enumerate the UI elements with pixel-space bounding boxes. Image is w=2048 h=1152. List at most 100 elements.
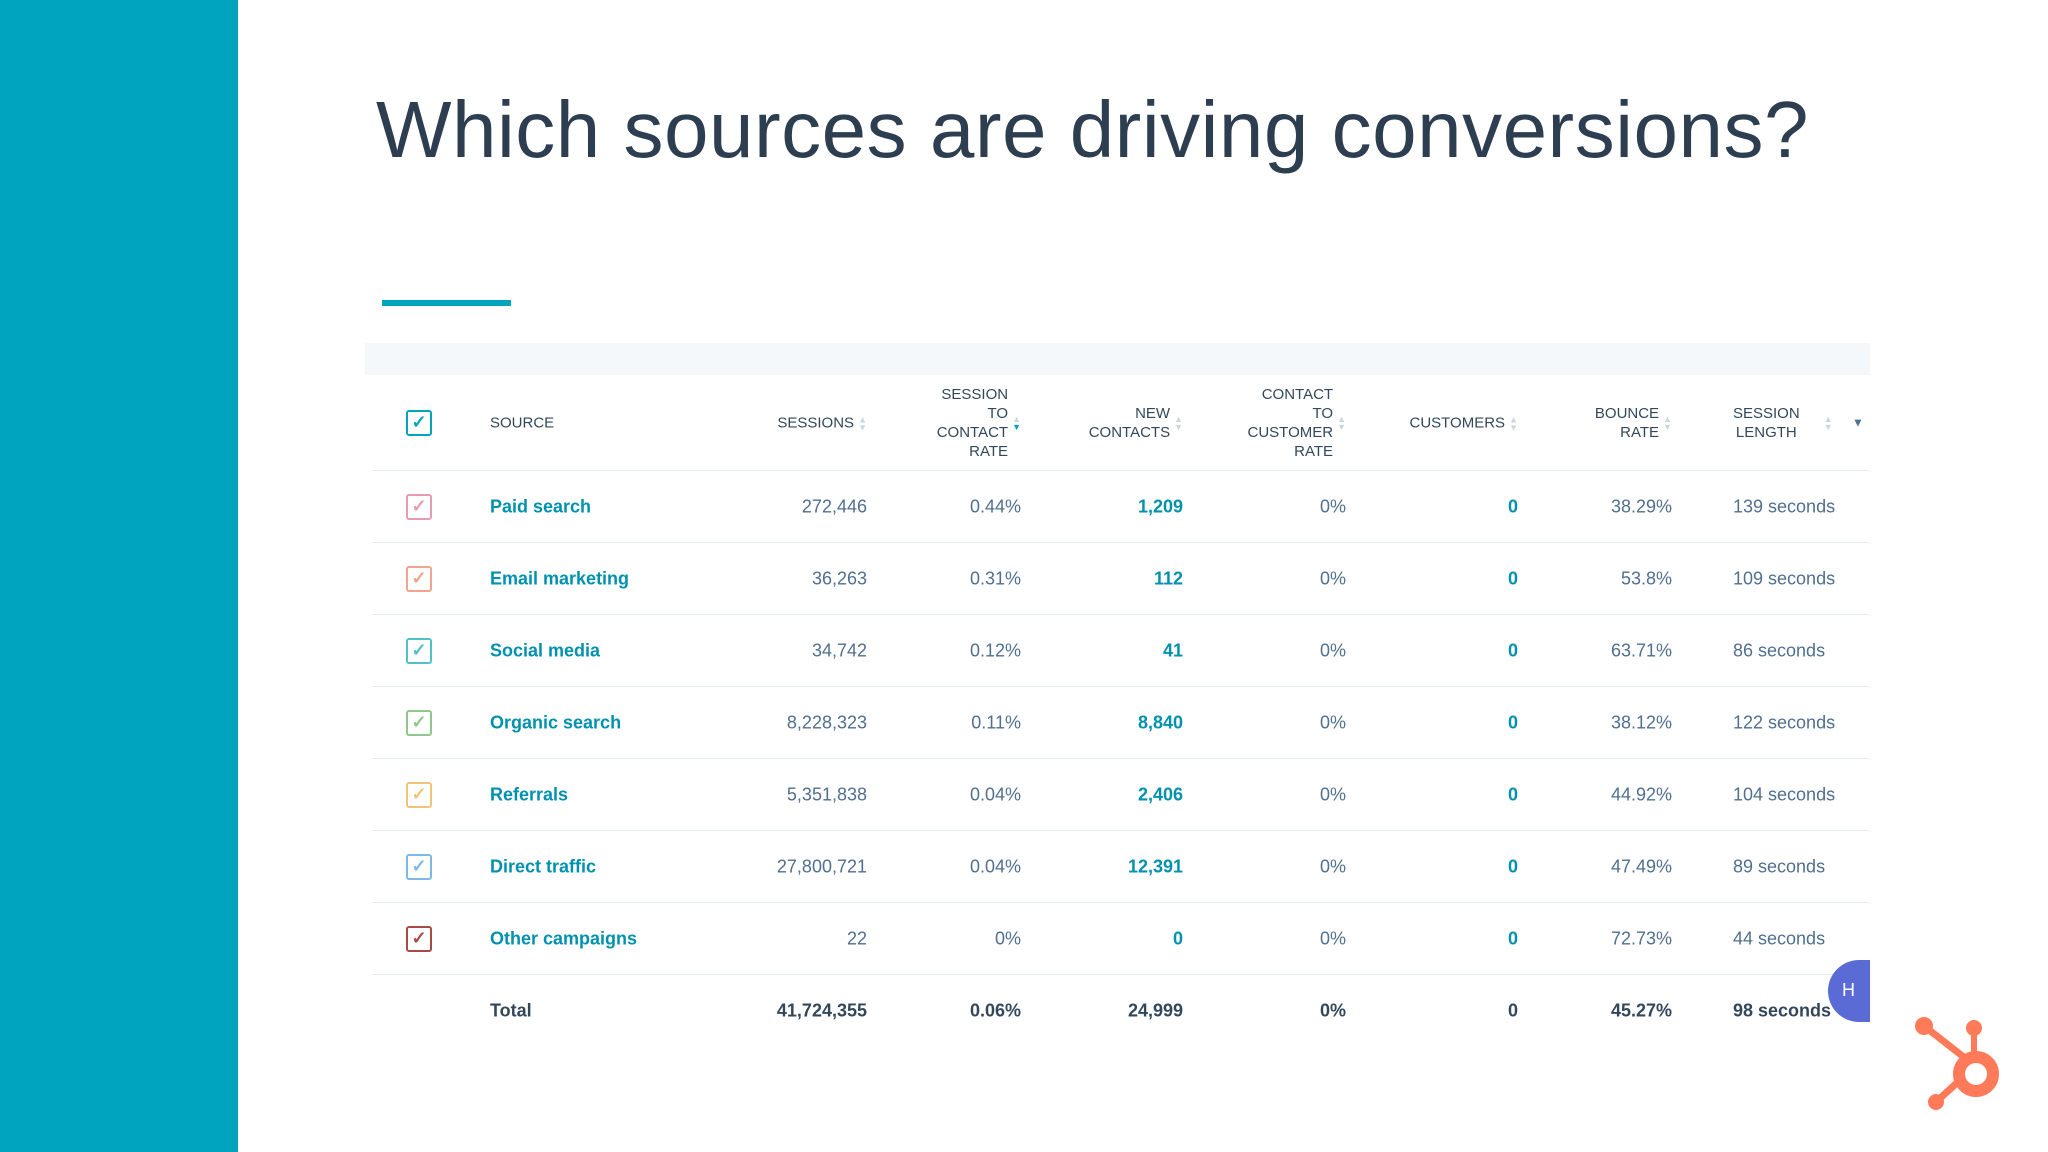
row-checkbox[interactable]: ✓ xyxy=(406,493,432,520)
cell-session-length: 122 seconds xyxy=(1733,712,1836,732)
cell-customers[interactable]: 0 xyxy=(1507,856,1518,876)
cell-new-contacts[interactable]: 12,391 xyxy=(1127,856,1183,876)
select-all-checkbox[interactable]: ✓ xyxy=(406,409,432,436)
cell-new-contacts[interactable]: 8,840 xyxy=(1137,712,1183,732)
cell-ctc: 0% xyxy=(1319,568,1346,588)
header-label-line: LENGTH xyxy=(1735,423,1797,441)
cell-ctc: 0% xyxy=(1319,640,1346,660)
header-session-length[interactable]: SESSION LENGTH ▲ ▼ xyxy=(1733,404,1833,442)
cell-stc: 0.06% xyxy=(969,1000,1021,1021)
table-row: ✓ Direct traffic 27,800,721 0.04% 12,391 0% 0 4… xyxy=(372,831,1870,903)
title-underline xyxy=(382,300,511,306)
header-session-to-contact-rate[interactable]: SESSION TO CONTACT RATE ▲ ▼ xyxy=(937,385,1021,461)
header-label-line: RATE xyxy=(1294,442,1334,460)
cell-ctc: 0% xyxy=(1319,928,1346,948)
cell-session-length: 86 seconds xyxy=(1733,640,1826,660)
table-row: ✓ Email marketing 36,263 0.31% 112 0% 0 53.8% 10… xyxy=(372,543,1870,615)
row-checkbox[interactable]: ✓ xyxy=(406,637,432,664)
cell-customers[interactable]: 0 xyxy=(1507,496,1518,516)
cell-stc: 0% xyxy=(994,928,1021,948)
header-label-line: SESSION xyxy=(1733,404,1800,422)
sort-desc-icon[interactable]: ▲ ▼ xyxy=(1012,413,1021,432)
header-label-line: RATE xyxy=(1620,423,1660,441)
cell-customers[interactable]: 0 xyxy=(1507,640,1518,660)
cell-session-length: 109 seconds xyxy=(1733,568,1836,588)
hubspot-logo xyxy=(1915,1017,1999,1110)
cell-sessions: 27,800,721 xyxy=(776,856,867,876)
cell-stc: 0.31% xyxy=(969,568,1021,588)
cell-stc: 0.12% xyxy=(969,640,1021,660)
cell-new-contacts: 24,999 xyxy=(1127,1000,1183,1021)
cell-stc: 0.04% xyxy=(969,856,1021,876)
cell-bounce: 53.8% xyxy=(1620,568,1672,588)
chat-widget-button[interactable]: H xyxy=(1828,960,1870,1022)
source-link[interactable]: Organic search xyxy=(490,712,622,732)
cell-bounce: 44.92% xyxy=(1610,784,1672,804)
source-link[interactable]: Other campaigns xyxy=(490,928,638,948)
cell-session-length: 139 seconds xyxy=(1733,496,1836,516)
cell-new-contacts[interactable]: 1,209 xyxy=(1137,496,1183,516)
source-link[interactable]: Paid search xyxy=(490,496,592,516)
cell-stc: 0.11% xyxy=(971,712,1021,732)
header-label-line: TO xyxy=(1312,404,1334,422)
cell-new-contacts[interactable]: 2,406 xyxy=(1137,784,1183,804)
sort-icon[interactable]: ▲ ▼ xyxy=(1174,413,1183,432)
sources-table: ✓ SOURCE SESSIONS ▲ ▼ SESSION TO CONTACT RATE… xyxy=(372,375,1870,1047)
table-row: ✓ Other campaigns 22 0% 0 0% 0 72.73% 44 seconds xyxy=(372,903,1870,975)
row-checkbox[interactable]: ✓ xyxy=(406,853,432,880)
cell-customers[interactable]: 0 xyxy=(1507,568,1518,588)
row-checkbox[interactable]: ✓ xyxy=(406,925,432,952)
source-link[interactable]: Referrals xyxy=(490,784,569,804)
header-customers[interactable]: CUSTOMERS ▲ ▼ xyxy=(1409,414,1519,433)
row-checkbox[interactable]: ✓ xyxy=(406,781,432,808)
cell-customers[interactable]: 0 xyxy=(1507,712,1518,732)
table-row: ✓ Organic search 8,228,323 0.11% 8,840 0% 0 38.… xyxy=(372,687,1870,759)
teal-sidebar xyxy=(0,0,238,1152)
cell-sessions: 22 xyxy=(846,928,867,948)
total-label: Total xyxy=(490,1000,532,1021)
table-row: ✓ Referrals 5,351,838 0.04% 2,406 0% 0 44.92% 10… xyxy=(372,759,1870,831)
sort-icon[interactable]: ▲ ▼ xyxy=(1337,413,1346,432)
cell-ctc: 0% xyxy=(1319,1000,1346,1021)
cell-bounce: 72.73% xyxy=(1610,928,1672,948)
header-label-line: SESSION xyxy=(941,385,1009,403)
sort-icon[interactable]: ▲ ▼ xyxy=(1823,413,1833,432)
cell-sessions: 5,351,838 xyxy=(786,784,867,804)
cell-new-contacts[interactable]: 112 xyxy=(1153,568,1183,588)
cell-session-length: 44 seconds xyxy=(1733,928,1826,948)
cell-ctc: 0% xyxy=(1319,712,1346,732)
header-label-line: CONTACT xyxy=(936,423,1009,441)
table-row: ✓ Paid search 272,446 0.44% 1,209 0% 0 38.29% 13… xyxy=(372,471,1870,543)
table-row: ✓ Social media 34,742 0.12% 41 0% 0 63.71% 86 se… xyxy=(372,615,1870,687)
header-contact-to-customer-rate[interactable]: CONTACT TO CUSTOMER RATE ▲ ▼ xyxy=(1248,385,1346,461)
cell-bounce: 45.27% xyxy=(1610,1000,1672,1021)
header-source[interactable]: SOURCE xyxy=(490,414,555,431)
source-link[interactable]: Direct traffic xyxy=(490,856,597,876)
cell-bounce: 47.49% xyxy=(1610,856,1672,876)
row-checkbox[interactable]: ✓ xyxy=(406,709,432,736)
sort-icon[interactable]: ▲ ▼ xyxy=(1663,413,1672,432)
cell-stc: 0.04% xyxy=(969,784,1021,804)
source-link[interactable]: Social media xyxy=(490,640,601,660)
table-header: ✓ SOURCE SESSIONS ▲ ▼ SESSION TO CONTACT RATE… xyxy=(372,375,1870,471)
cell-session-length: 98 seconds xyxy=(1733,1000,1832,1021)
row-checkbox[interactable]: ✓ xyxy=(406,565,432,592)
header-sessions[interactable]: SESSIONS ▲ ▼ xyxy=(777,414,867,433)
cell-new-contacts[interactable]: 41 xyxy=(1162,640,1183,660)
sort-icon[interactable]: ▲ ▼ xyxy=(1509,414,1518,433)
header-new-contacts[interactable]: NEW CONTACTS ▲ ▼ xyxy=(1089,404,1183,442)
cell-new-contacts[interactable]: 0 xyxy=(1172,928,1183,948)
sort-icon[interactable]: ▲ ▼ xyxy=(858,414,867,433)
page-title: Which sources are driving conversions? xyxy=(376,85,1809,174)
columns-dropdown-icon[interactable]: ▼ xyxy=(1852,415,1864,429)
cell-customers[interactable]: 0 xyxy=(1507,784,1518,804)
header-label-line: BOUNCE xyxy=(1594,404,1660,422)
cell-session-length: 104 seconds xyxy=(1733,784,1836,804)
cell-customers[interactable]: 0 xyxy=(1507,928,1518,948)
source-link[interactable]: Email marketing xyxy=(490,568,630,588)
header-label-line: RATE xyxy=(969,442,1009,460)
cell-sessions: 8,228,323 xyxy=(786,712,867,732)
header-bounce-rate[interactable]: BOUNCE RATE ▲ ▼ xyxy=(1595,404,1672,442)
cell-bounce: 38.29% xyxy=(1610,496,1672,516)
cell-ctc: 0% xyxy=(1319,496,1346,516)
